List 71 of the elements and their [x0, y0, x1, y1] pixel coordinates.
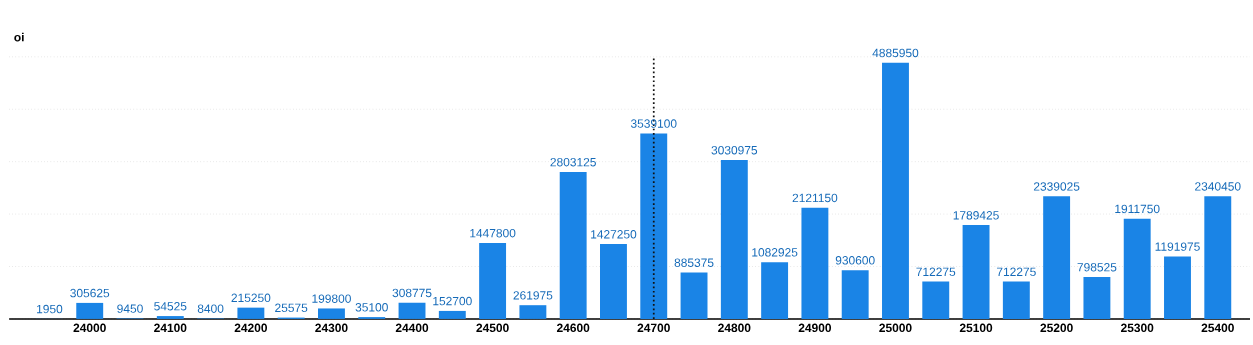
bar: [479, 243, 507, 320]
data-label: 54525: [154, 302, 187, 311]
data-label: 1911750: [1115, 204, 1160, 214]
bar: [559, 172, 587, 320]
data-label: 3539100: [630, 119, 677, 128]
data-label: 712275: [916, 267, 956, 277]
data-label: 2121150: [792, 193, 838, 203]
x-tick-label: 24400: [395, 323, 429, 333]
x-tick-label: 24800: [718, 323, 751, 333]
x-tick-label: 25100: [959, 323, 993, 333]
data-label: 261975: [513, 291, 553, 300]
bar: [1002, 281, 1030, 320]
x-tick-label: 24100: [154, 323, 187, 333]
bar: [317, 308, 345, 320]
data-label: 2340450: [1195, 182, 1241, 191]
data-label: 930600: [835, 256, 875, 265]
data-label: 798525: [1077, 263, 1117, 272]
data-label: 885375: [674, 258, 714, 268]
bar: [1083, 277, 1111, 320]
data-label: 1789425: [953, 211, 999, 220]
x-tick-label: 24900: [798, 323, 832, 333]
bar: [438, 311, 466, 320]
data-label: 35100: [355, 303, 388, 312]
x-tick-label: 24500: [476, 323, 509, 333]
data-label: 712275: [996, 267, 1036, 277]
data-label: 1950: [37, 304, 63, 314]
data-label: 2339025: [1033, 182, 1080, 191]
data-label: 1427250: [591, 230, 637, 239]
data-label: 3030975: [711, 146, 758, 155]
data-label: 308775: [392, 288, 432, 298]
x-tick-label: 24700: [637, 323, 670, 333]
data-label: 152700: [433, 296, 472, 306]
x-tick-label: 25300: [1120, 323, 1154, 333]
data-label: 4885950: [872, 48, 919, 58]
bar: [1204, 196, 1232, 320]
x-tick-label: 24000: [73, 323, 106, 333]
bar: [237, 307, 265, 320]
bar: [922, 281, 950, 320]
y-axis-title: oi: [14, 32, 24, 42]
bar: [1123, 218, 1151, 320]
bar: [962, 225, 990, 320]
x-tick-label: 25400: [1201, 323, 1234, 333]
data-label: 8400: [197, 304, 224, 313]
bar: [156, 316, 184, 320]
x-tick-label: 25200: [1040, 323, 1073, 333]
bar: [600, 244, 627, 320]
data-label: 305625: [70, 288, 110, 298]
data-label: 1191975: [1155, 242, 1200, 251]
bar: [761, 262, 789, 320]
data-label: 199800: [312, 294, 351, 303]
x-tick-label: 25000: [879, 323, 912, 333]
bar: [76, 302, 104, 320]
data-label: 1447800: [470, 229, 516, 238]
bar: [640, 133, 668, 320]
bar: [398, 302, 426, 320]
data-label: 2803125: [550, 158, 596, 167]
data-label: 1082925: [752, 248, 798, 257]
data-label: 9450: [117, 304, 143, 313]
bar: [680, 272, 708, 320]
x-tick-label: 24600: [556, 323, 590, 333]
bar: [841, 270, 869, 320]
bar: [1164, 256, 1191, 320]
x-tick-label: 24200: [234, 323, 268, 333]
bar: [882, 62, 909, 320]
data-label: 25575: [275, 303, 308, 313]
bar: [720, 160, 748, 320]
x-tick-label: 24300: [315, 323, 348, 333]
bar: [801, 207, 829, 320]
bar: [519, 305, 547, 320]
data-label: 215250: [231, 293, 271, 303]
bar: [1043, 196, 1071, 320]
